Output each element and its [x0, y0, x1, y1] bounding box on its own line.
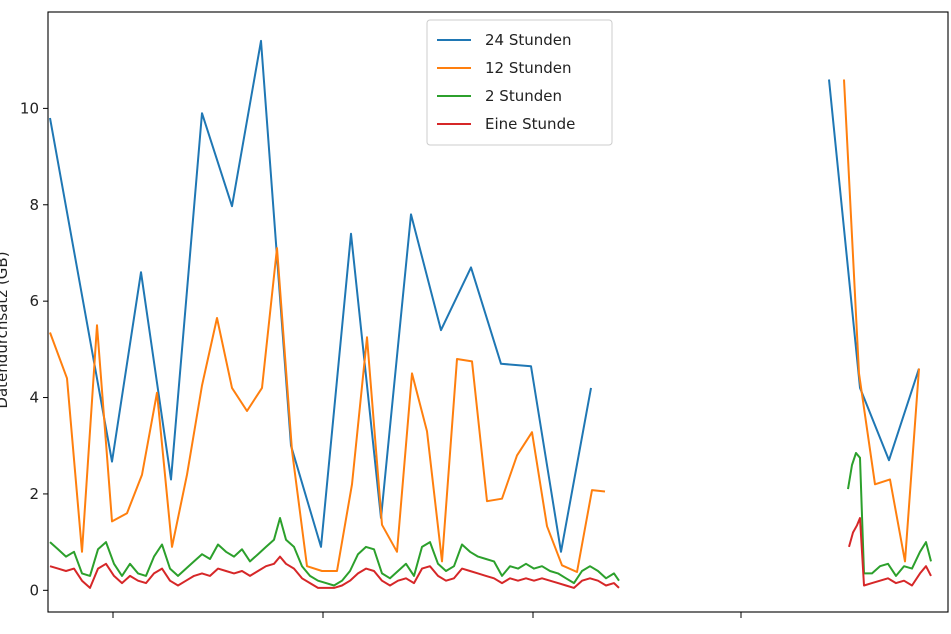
y-axis: 0 2 4 6 8 10 — [20, 99, 48, 599]
series-line-eine-stunde — [848, 517, 932, 587]
y-tick-label: 10 — [20, 99, 39, 117]
legend-label: 12 Stunden — [485, 59, 572, 77]
legend-box — [426, 19, 613, 146]
plot-frame — [47, 11, 949, 613]
series-line-24-stunden — [49, 39, 592, 553]
series-line-2-stunden — [49, 517, 620, 587]
y-tick-label: 2 — [29, 485, 39, 503]
series-lines — [49, 39, 932, 589]
series-line-12-stunden — [49, 247, 606, 573]
y-tick-label: 4 — [29, 389, 39, 407]
y-tick-label: 6 — [29, 292, 39, 310]
x-axis — [112, 612, 742, 618]
legend-label: Eine Stunde — [485, 115, 575, 133]
legend: 24 Stunden 12 Stunden 2 Stunden Eine Stunde — [426, 19, 613, 146]
legend-label: 24 Stunden — [485, 31, 572, 49]
series-line-12-stunden — [843, 79, 920, 563]
y-tick-label: 8 — [29, 196, 39, 214]
y-tick-label: 0 — [29, 581, 39, 599]
y-axis-label: Datendurchsatz (GB) — [0, 251, 11, 408]
legend-label: 2 Stunden — [485, 87, 562, 105]
series-line-24-stunden — [828, 79, 920, 462]
series-line-eine-stunde — [49, 555, 620, 589]
series-line-2-stunden — [847, 452, 932, 577]
